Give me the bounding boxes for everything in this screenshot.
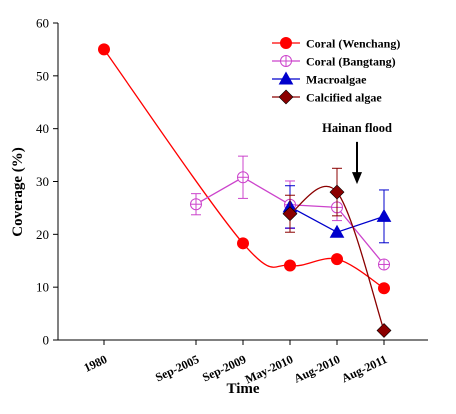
y-axis-title: Coverage (%) [10,147,26,237]
y-tick-label: 50 [36,68,49,83]
series-1 [98,43,390,295]
legend-label: Macroalgae [306,73,367,87]
data-point [190,198,202,211]
series-layer [98,43,392,338]
data-point [98,43,110,56]
data-point [376,208,392,222]
series-4 [282,167,392,338]
legend-item: Coral (Wenchang) [272,37,400,51]
data-point [284,259,296,272]
annotation-layer: Hainan flood [322,121,392,185]
y-tick-label: 40 [36,121,49,136]
y-tick-label: 10 [36,280,49,295]
legend-label: Calcified algae [306,91,382,105]
annotation-arrow-head [352,172,362,185]
data-point [282,206,298,222]
legend-item: Coral (Bangtang) [272,55,396,69]
data-point [329,224,345,238]
legend-marker [278,71,294,85]
data-point [376,323,392,338]
legend-item: Macroalgae [272,71,367,87]
y-tick-label: 0 [43,333,50,348]
legend-marker [280,55,292,67]
y-tick-label: 30 [36,174,49,189]
series-line [289,185,385,331]
y-tick-label: 60 [36,16,49,31]
legend-label: Coral (Wenchang) [306,37,400,51]
legend-marker [280,37,292,49]
data-point [237,171,249,184]
data-point [378,258,390,271]
data-point [329,184,345,200]
y-tick-label: 20 [36,227,49,242]
annotation-label: Hainan flood [322,121,392,135]
annotation: Hainan flood [322,121,392,185]
data-point [237,237,249,250]
data-point [378,282,390,295]
data-point [331,253,343,266]
x-axis-title: Time [226,381,259,397]
legend-item: Calcified algae [272,89,382,105]
legend-label: Coral (Bangtang) [306,55,396,69]
legend: Coral (Wenchang) Coral (Bangtang) Macroalg… [272,37,400,105]
legend-marker [278,89,294,105]
